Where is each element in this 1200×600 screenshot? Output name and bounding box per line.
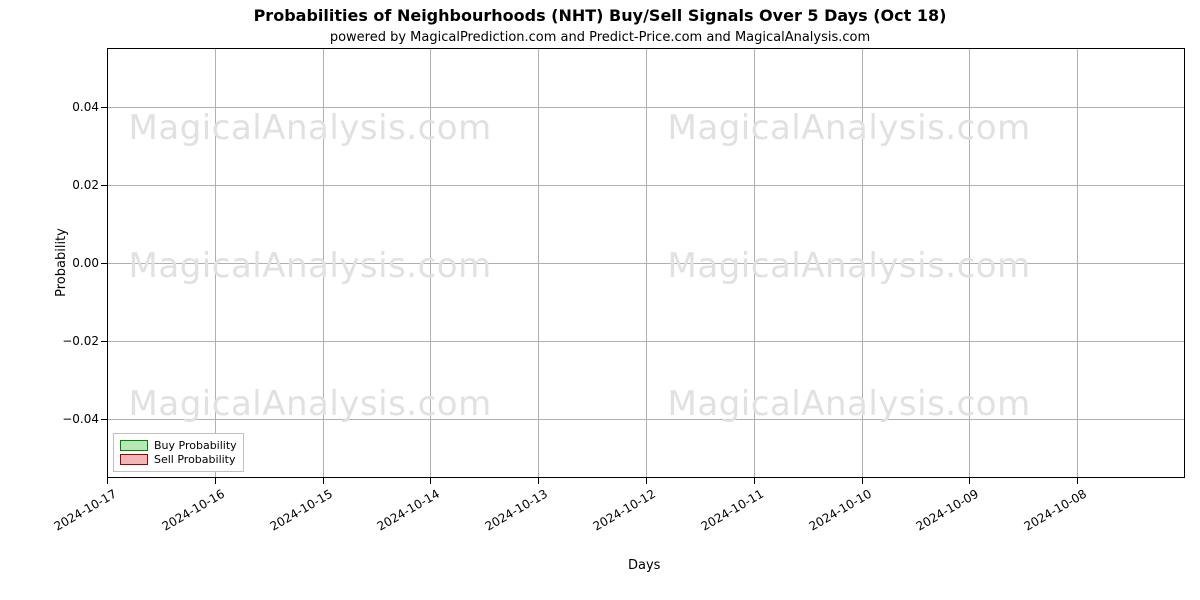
x-axis-label: Days [628,558,660,573]
chart-subtitle: powered by MagicalPrediction.com and Pre… [0,30,1200,45]
ytick-label: 0.04 [72,100,107,114]
xtick-label: 2024-10-13 [478,478,550,534]
xtick-label: 2024-10-09 [909,478,981,534]
chart-container: Probabilities of Neighbourhoods (NHT) Bu… [0,0,1200,600]
chart-title: Probabilities of Neighbourhoods (NHT) Bu… [0,6,1200,25]
xtick-label: 2024-10-14 [370,478,442,534]
ytick-label: 0.00 [72,256,107,270]
plot-area: MagicalAnalysis.comMagicalAnalysis.comMa… [107,48,1185,478]
xtick-label: 2024-10-17 [47,478,119,534]
ytick-label: −0.02 [62,334,107,348]
plot-border [107,48,1185,478]
xtick-label: 2024-10-16 [154,478,226,534]
ytick-label: 0.02 [72,178,107,192]
xtick-label: 2024-10-08 [1017,478,1089,534]
y-axis-label: Probability [54,228,69,297]
xtick-label: 2024-10-11 [693,478,765,534]
xtick-label: 2024-10-15 [262,478,334,534]
xtick-label: 2024-10-12 [586,478,658,534]
xtick-label: 2024-10-10 [801,478,873,534]
ytick-label: −0.04 [62,412,107,426]
